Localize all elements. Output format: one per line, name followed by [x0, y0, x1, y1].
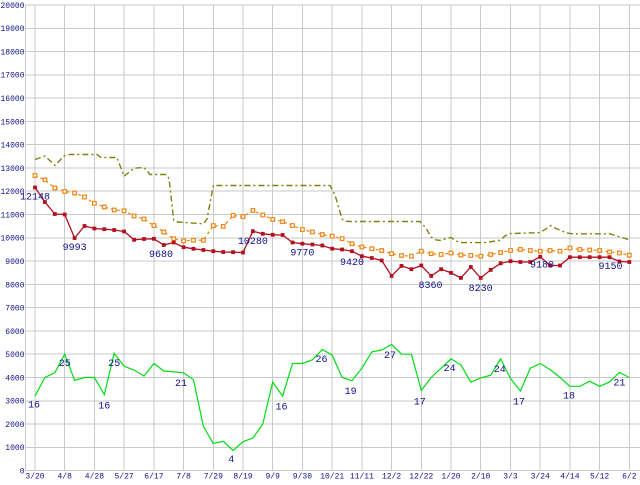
svg-text:4/8: 4/8	[57, 473, 72, 481]
svg-text:25: 25	[108, 359, 120, 370]
svg-text:8000: 8000	[5, 281, 24, 290]
svg-text:13000: 13000	[0, 165, 24, 174]
svg-text:5000: 5000	[5, 351, 24, 360]
svg-text:10/21: 10/21	[320, 473, 344, 481]
svg-text:3/24: 3/24	[531, 473, 550, 481]
svg-text:8/19: 8/19	[233, 473, 252, 481]
svg-text:9/30: 9/30	[293, 473, 312, 481]
svg-text:24: 24	[494, 365, 506, 376]
svg-text:9180: 9180	[530, 261, 554, 272]
svg-text:18: 18	[563, 392, 575, 403]
svg-text:16: 16	[28, 401, 40, 412]
svg-text:4000: 4000	[5, 374, 24, 383]
svg-text:7/29: 7/29	[204, 473, 223, 481]
svg-text:12000: 12000	[0, 188, 24, 197]
svg-text:17000: 17000	[0, 72, 24, 81]
svg-text:6/2: 6/2	[622, 473, 637, 481]
svg-text:5/12: 5/12	[590, 473, 609, 481]
svg-text:9993: 9993	[63, 243, 87, 254]
svg-text:2000: 2000	[5, 421, 24, 430]
svg-text:11000: 11000	[0, 211, 24, 220]
svg-text:3/3: 3/3	[503, 473, 518, 481]
svg-text:1/20: 1/20	[441, 473, 460, 481]
svg-text:27: 27	[384, 351, 396, 362]
svg-text:7000: 7000	[5, 305, 24, 314]
svg-text:9150: 9150	[598, 262, 622, 273]
svg-text:16: 16	[98, 401, 110, 412]
svg-text:17: 17	[414, 397, 426, 408]
svg-text:20000: 20000	[0, 2, 24, 11]
svg-text:17: 17	[513, 398, 525, 409]
svg-text:1000: 1000	[5, 444, 24, 453]
svg-text:19000: 19000	[0, 25, 24, 34]
svg-text:11/11: 11/11	[350, 473, 374, 481]
svg-text:7/8: 7/8	[176, 473, 191, 481]
svg-text:24: 24	[444, 364, 456, 375]
svg-text:10000: 10000	[0, 235, 24, 244]
svg-text:16000: 16000	[0, 95, 24, 104]
svg-text:9/9: 9/9	[265, 473, 280, 481]
svg-text:14000: 14000	[0, 142, 24, 151]
svg-text:2/10: 2/10	[471, 473, 490, 481]
svg-text:18000: 18000	[0, 49, 24, 58]
svg-text:4: 4	[228, 455, 234, 466]
svg-text:21: 21	[613, 379, 625, 390]
svg-text:6/17: 6/17	[144, 473, 163, 481]
svg-text:9420: 9420	[340, 258, 364, 269]
svg-text:3/20: 3/20	[25, 473, 44, 481]
svg-text:9680: 9680	[149, 250, 173, 261]
svg-text:12148: 12148	[20, 192, 50, 203]
svg-text:12/22: 12/22	[409, 473, 433, 481]
svg-text:25: 25	[59, 359, 71, 370]
svg-text:16: 16	[275, 403, 287, 414]
svg-text:9000: 9000	[5, 258, 24, 267]
svg-text:0: 0	[20, 468, 25, 477]
svg-text:12/2: 12/2	[382, 473, 401, 481]
svg-text:6000: 6000	[5, 328, 24, 337]
svg-text:4/14: 4/14	[560, 473, 579, 481]
svg-text:4/28: 4/28	[85, 473, 104, 481]
svg-text:8230: 8230	[469, 284, 493, 295]
svg-text:5/27: 5/27	[114, 473, 133, 481]
svg-text:26: 26	[315, 355, 327, 366]
svg-text:10280: 10280	[238, 237, 268, 248]
svg-text:19: 19	[345, 387, 357, 398]
svg-text:21: 21	[175, 379, 187, 390]
svg-text:3000: 3000	[5, 398, 24, 407]
svg-text:9770: 9770	[290, 248, 314, 259]
svg-text:8360: 8360	[418, 281, 442, 292]
svg-text:15000: 15000	[0, 118, 24, 127]
